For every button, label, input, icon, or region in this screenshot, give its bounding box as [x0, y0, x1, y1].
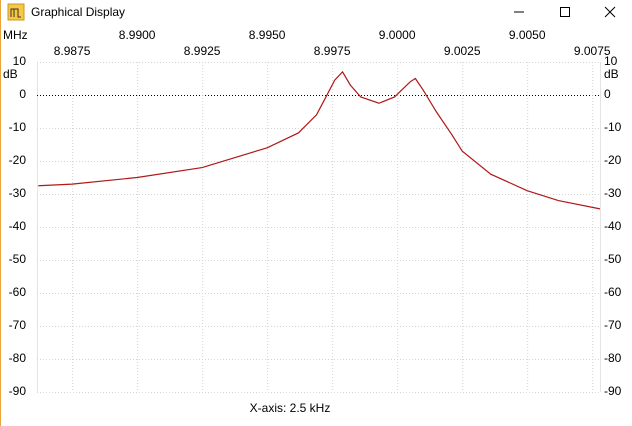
y-unit-right: dB — [604, 67, 619, 81]
window-title: Graphical Display — [31, 5, 125, 19]
x-tick-label: 8.9875 — [54, 44, 91, 58]
y-tick-label-right: -70 — [604, 318, 622, 332]
x-tick-label: 8.9975 — [314, 44, 351, 58]
y-tick-label: -90 — [9, 384, 27, 398]
y-unit: dB — [3, 67, 18, 81]
y-tick-label: -40 — [9, 219, 27, 233]
y-tick-label-right: -20 — [604, 153, 622, 167]
y-tick-label: -50 — [9, 252, 27, 266]
x-tick-label: 8.9925 — [184, 44, 221, 58]
y-tick-label: -20 — [9, 153, 27, 167]
y-tick-label: 10 — [13, 54, 27, 68]
x-tick-label: 8.9950 — [249, 28, 286, 42]
y-tick-label: -10 — [9, 120, 27, 134]
x-tick-label: 9.0050 — [509, 28, 546, 42]
y-tick-label: -30 — [9, 186, 27, 200]
y-tick-label-right: 10 — [604, 54, 618, 68]
y-tick-label-right: -10 — [604, 120, 622, 134]
y-tick-label-right: -90 — [604, 384, 622, 398]
x-tick-label: 9.0000 — [379, 28, 416, 42]
y-tick-label: 0 — [19, 87, 26, 101]
y-tick-label-right: -40 — [604, 219, 622, 233]
x-tick-label: 8.9900 — [119, 28, 156, 42]
y-tick-label-right: -60 — [604, 285, 622, 299]
y-tick-label: -70 — [9, 318, 27, 332]
data-line — [38, 70, 601, 210]
y-tick-label-right: -30 — [604, 186, 622, 200]
y-tick-label: -60 — [9, 285, 27, 299]
maximize-button[interactable] — [560, 7, 570, 17]
close-button[interactable] — [604, 6, 616, 18]
y-tick-label-right: -50 — [604, 252, 622, 266]
y-tick-label-right: -80 — [604, 351, 622, 365]
y-tick-label-right: 0 — [604, 87, 611, 101]
x-axis-note: X-axis: 2.5 kHz — [250, 401, 331, 415]
x-tick-label: 9.0025 — [444, 44, 481, 58]
x-unit: MHz — [3, 28, 28, 42]
app-icon — [7, 3, 25, 21]
y-tick-label: -80 — [9, 351, 27, 365]
x-tick-label: 9.0075 — [574, 44, 611, 58]
